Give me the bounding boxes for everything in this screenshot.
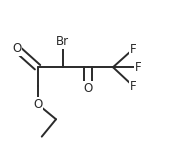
Text: F: F <box>130 80 136 93</box>
Text: O: O <box>12 42 21 55</box>
Text: O: O <box>83 82 92 95</box>
Text: O: O <box>33 98 42 111</box>
Text: F: F <box>130 43 136 56</box>
Text: Br: Br <box>56 35 69 48</box>
Text: F: F <box>135 61 141 74</box>
